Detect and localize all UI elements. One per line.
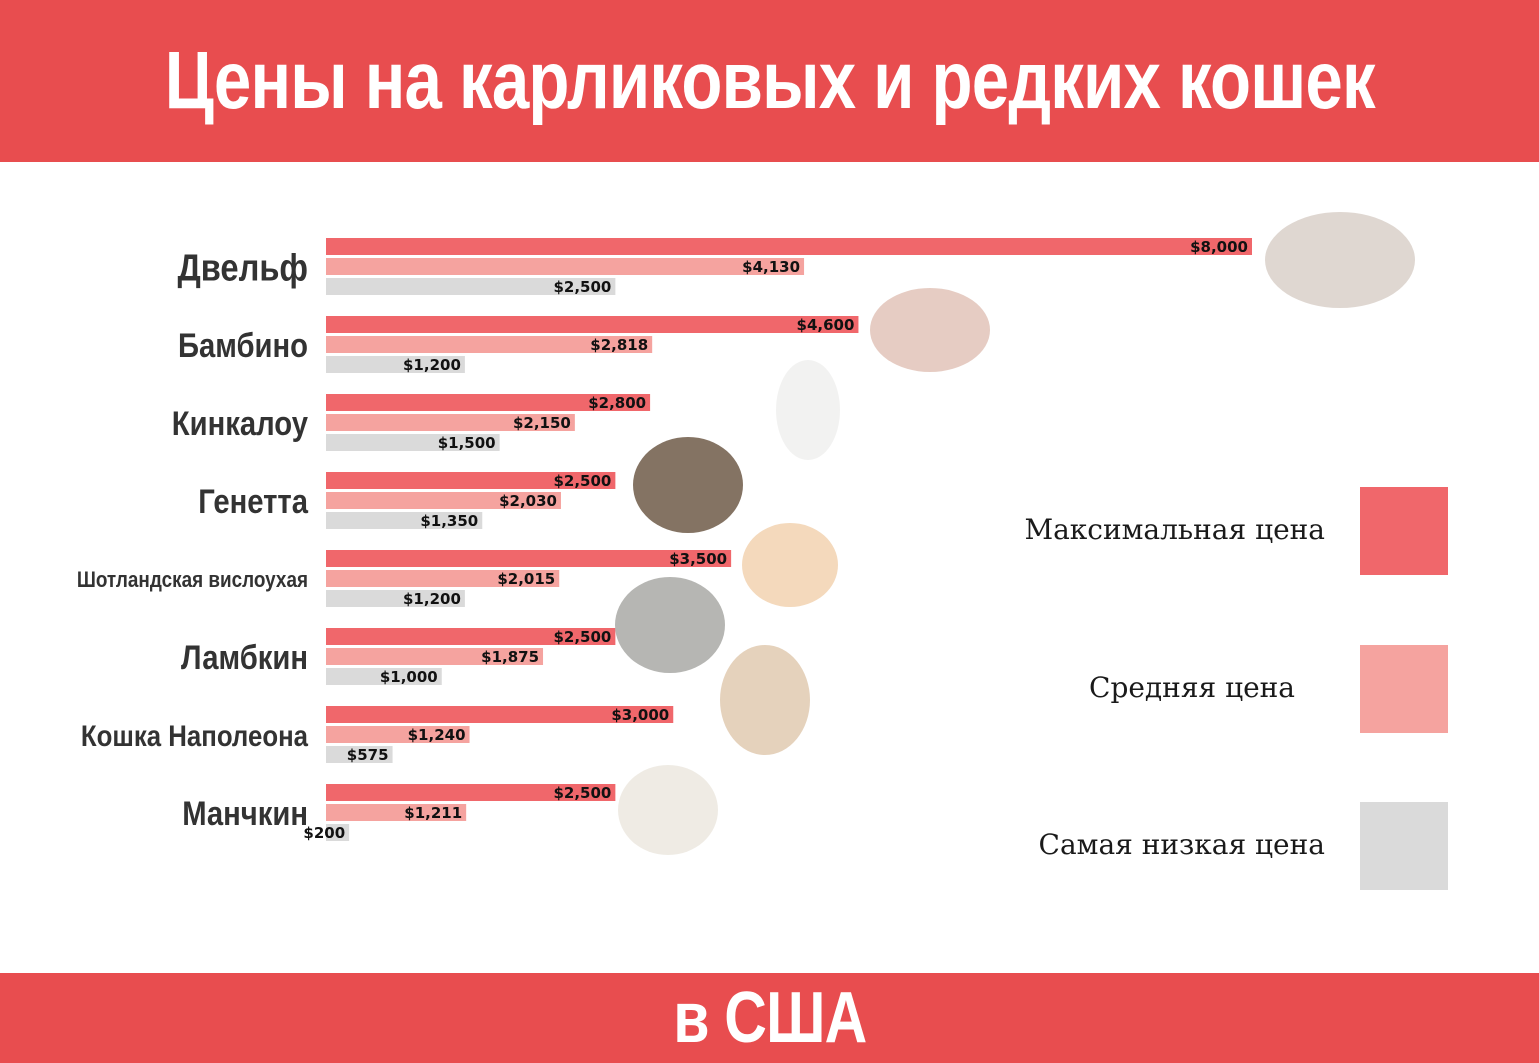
- legend-swatch: [1360, 802, 1448, 890]
- bar: [326, 648, 544, 665]
- value-label: $2,500: [553, 784, 611, 802]
- bar: [326, 706, 674, 723]
- value-label: $1,200: [403, 356, 461, 374]
- category-label: Манчкин: [182, 794, 308, 833]
- value-label: $1,240: [408, 726, 466, 744]
- category-label: Бамбино: [178, 326, 308, 365]
- dwelf-cat-photo: [1265, 212, 1415, 308]
- bar: [326, 258, 805, 275]
- bar: [326, 414, 575, 431]
- bambino-cat-photo: [870, 288, 990, 372]
- bar: [326, 434, 500, 451]
- footer-banner: в США: [0, 973, 1539, 1063]
- scottish-fold-cat-photo: [742, 523, 838, 607]
- bar: [326, 668, 442, 685]
- value-label: $2,150: [513, 414, 571, 432]
- value-label: $3,000: [611, 706, 669, 724]
- bar: [326, 590, 465, 607]
- value-label: $2,030: [499, 492, 557, 510]
- value-label: $2,015: [497, 570, 555, 588]
- value-label: $1,500: [438, 434, 496, 452]
- bar: [326, 784, 616, 801]
- bar: [326, 550, 732, 567]
- bar: [326, 394, 651, 411]
- category-label: Кошка Наполеона: [81, 719, 309, 752]
- value-label: $3,500: [669, 550, 727, 568]
- value-label: $1,875: [481, 648, 539, 666]
- genetta-cat-photo: [633, 437, 743, 533]
- bar: [326, 316, 859, 333]
- bar: [326, 238, 1252, 255]
- value-label: $2,500: [553, 472, 611, 490]
- napoleon-cat-photo: [720, 645, 810, 755]
- bar: [326, 804, 467, 821]
- bar: [326, 278, 616, 295]
- legend-swatch: [1360, 487, 1448, 575]
- bar: [326, 336, 653, 353]
- bar: [326, 472, 616, 489]
- bar: [326, 492, 561, 509]
- bar: [326, 746, 393, 763]
- page-title: Цены на карликовых и редких кошек: [164, 35, 1375, 126]
- category-label: Шотландская вислоухая: [77, 568, 308, 593]
- category-label: Двельф: [178, 246, 308, 289]
- bar: [326, 726, 470, 743]
- category-label: Генетта: [198, 482, 308, 521]
- value-label: $4,600: [797, 316, 855, 334]
- bar: [326, 570, 560, 587]
- value-label: $200: [303, 824, 345, 842]
- value-label: $1,200: [403, 590, 461, 608]
- value-label: $4,130: [742, 258, 800, 276]
- lambkin-cat-photo: [615, 577, 725, 673]
- value-label: $2,818: [590, 336, 648, 354]
- value-label: $1,350: [420, 512, 478, 530]
- value-label: $1,000: [380, 668, 438, 686]
- legend-label: Средняя цена: [1089, 671, 1295, 704]
- header-banner: Цены на карликовых и редких кошек: [0, 0, 1539, 162]
- value-label: $2,800: [588, 394, 646, 412]
- value-label: $2,500: [553, 628, 611, 646]
- footer-title: в США: [672, 978, 867, 1058]
- category-label: Кинкалоу: [172, 404, 309, 443]
- value-label: $1,211: [404, 804, 462, 822]
- legend-swatch: [1360, 645, 1448, 733]
- category-label: Ламбкин: [181, 638, 308, 677]
- value-label: $575: [347, 746, 389, 764]
- munchkin-cat-photo: [618, 765, 718, 855]
- legend-label: Максимальная цена: [1024, 513, 1325, 546]
- value-label: $2,500: [553, 278, 611, 296]
- kinkalow-cat-photo: [776, 360, 840, 460]
- bar: [326, 628, 616, 645]
- bar: [326, 356, 465, 373]
- bar: [326, 824, 350, 841]
- legend-label: Самая низкая цена: [1039, 828, 1325, 861]
- value-label: $8,000: [1190, 238, 1248, 256]
- bar: [326, 512, 483, 529]
